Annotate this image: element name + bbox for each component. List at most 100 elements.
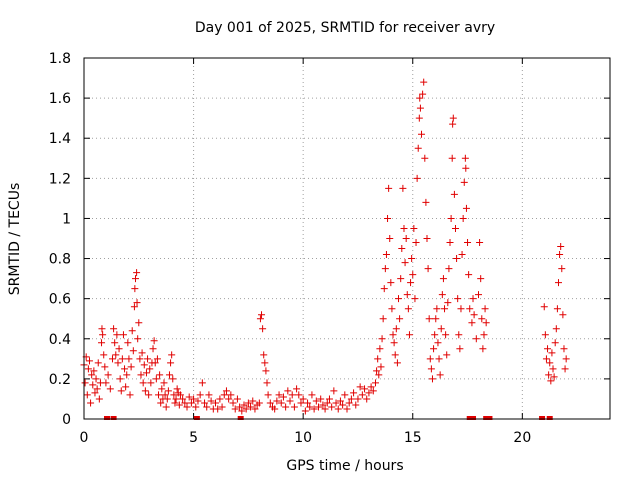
data-point (378, 335, 386, 343)
data-point (481, 305, 489, 313)
data-point (557, 243, 565, 251)
data-point (164, 387, 172, 395)
x-tick-label: 15 (404, 430, 422, 446)
data-point (312, 397, 320, 405)
data-point (84, 365, 92, 373)
data-point (263, 379, 271, 387)
data-point (181, 399, 189, 407)
data-point (225, 395, 233, 403)
data-point (133, 269, 141, 277)
data-point (196, 391, 204, 399)
data-point (141, 387, 149, 395)
data-point (437, 325, 445, 333)
data-point (477, 275, 485, 283)
data-point (168, 351, 176, 359)
data-point (427, 365, 435, 373)
data-point (339, 401, 347, 409)
zero-marker (193, 416, 200, 420)
data-point (376, 345, 384, 353)
data-point (549, 365, 557, 373)
y-tick-label: 0.4 (49, 332, 71, 348)
data-point (336, 397, 344, 405)
data-point (399, 184, 407, 192)
data-point (438, 291, 446, 299)
data-point (145, 391, 153, 399)
data-point (456, 345, 464, 353)
data-point (259, 325, 267, 333)
data-point (345, 399, 353, 407)
data-point (261, 359, 269, 367)
data-point (244, 399, 252, 407)
data-point (147, 379, 155, 387)
data-point (433, 305, 441, 313)
data-point (151, 359, 159, 367)
data-point (91, 389, 99, 397)
zero-markers (104, 416, 553, 420)
data-point (165, 371, 173, 379)
data-point (290, 403, 298, 411)
data-point (242, 405, 250, 413)
zero-marker (486, 416, 493, 420)
data-point (409, 271, 417, 279)
data-point (343, 405, 351, 413)
data-point (114, 359, 122, 367)
data-point (98, 339, 106, 347)
data-point (106, 385, 114, 393)
data-point (419, 90, 427, 98)
data-point (111, 339, 119, 347)
data-point (124, 339, 132, 347)
data-point (396, 315, 404, 323)
data-point (445, 265, 453, 273)
data-point (167, 359, 175, 367)
data-point (153, 355, 161, 363)
data-point (416, 104, 424, 112)
data-point (401, 259, 409, 267)
data-point (461, 154, 469, 162)
data-point (310, 405, 318, 413)
data-point (271, 405, 279, 413)
data-point (135, 319, 143, 327)
data-point (102, 379, 110, 387)
data-point (398, 245, 406, 253)
data-point (117, 387, 125, 395)
data-point (449, 114, 457, 122)
y-tick-label: 0.6 (49, 292, 71, 308)
data-point (130, 303, 138, 311)
data-point (173, 385, 181, 393)
data-point (116, 375, 124, 383)
data-point (323, 399, 331, 407)
data-point (94, 359, 102, 367)
data-point (457, 305, 465, 313)
data-points (80, 78, 570, 415)
data-point (163, 395, 171, 403)
zero-marker (539, 416, 546, 420)
data-point (121, 365, 129, 373)
data-point (277, 399, 285, 407)
zero-marker (483, 416, 490, 420)
data-point (369, 387, 377, 395)
data-point (436, 371, 444, 379)
y-tick-label: 1.4 (49, 131, 71, 147)
data-point (431, 331, 439, 339)
data-point (379, 315, 387, 323)
data-point (442, 331, 450, 339)
data-point (126, 391, 134, 399)
data-point (418, 130, 426, 138)
data-point (393, 359, 401, 367)
x-tick-label: 10 (294, 430, 312, 446)
data-point (183, 403, 191, 411)
data-point (328, 403, 336, 411)
data-point (556, 251, 564, 259)
data-point (400, 224, 408, 232)
data-point (412, 239, 420, 247)
data-point (381, 265, 389, 273)
data-point (450, 190, 458, 198)
data-point (119, 331, 127, 339)
data-point (306, 403, 314, 411)
data-point (425, 315, 433, 323)
data-point (279, 393, 287, 401)
data-point (118, 355, 126, 363)
data-point (87, 399, 95, 407)
y-tick-label: 1 (62, 211, 71, 227)
data-point (100, 351, 108, 359)
